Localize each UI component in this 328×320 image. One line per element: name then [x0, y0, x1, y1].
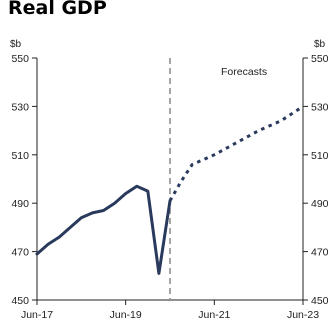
y-tick-label-right: 450 [311, 295, 328, 307]
x-tick-label: Jun-21 [198, 309, 230, 320]
chart-title: Real GDP [8, 0, 107, 19]
y-tick-label-left: 450 [11, 295, 29, 307]
y-tick-label-right: 490 [311, 198, 328, 210]
right-axis-unit: $b [314, 39, 326, 50]
x-axis-ticks: Jun-17 Jun-19 Jun-21 Jun-23 [21, 300, 319, 320]
forecasts-annotation: Forecasts [221, 66, 267, 78]
actual-series-line [35, 184, 172, 275]
y-tick-label-left: 550 [11, 53, 29, 65]
y-tick-label-left: 530 [11, 101, 29, 113]
y-tick-label-right: 510 [311, 150, 328, 162]
y-tick-label-right: 530 [311, 101, 328, 113]
x-tick-label: Jun-19 [110, 309, 142, 320]
y-tick-label-left: 470 [11, 247, 29, 259]
forecast-series-line [168, 105, 304, 202]
y-tick-label-left: 490 [11, 198, 29, 210]
series-lines [35, 105, 304, 275]
x-tick-label: Jun-23 [287, 309, 319, 320]
left-axis-unit: $b [10, 39, 22, 50]
y-tick-label-right: 550 [311, 53, 328, 65]
x-tick-label: Jun-17 [21, 309, 53, 320]
y-tick-label-right: 470 [311, 247, 328, 259]
y-axis-ticks: 450 450 470 470 490 490 510 510 530 530 550 550 [11, 53, 328, 307]
y-tick-label-left: 510 [11, 150, 29, 162]
